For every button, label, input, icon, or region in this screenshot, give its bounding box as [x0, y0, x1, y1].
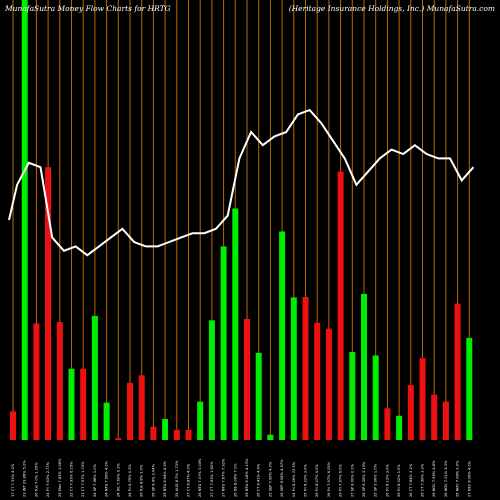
bar-up [396, 415, 403, 440]
bar-up [279, 231, 286, 440]
x-tick-label: 27 CT 8.87% 4.0% [187, 463, 191, 497]
x-tick-label: 24 Fri 7.63% 2.73% [46, 461, 50, 497]
bar-down [33, 323, 40, 440]
x-tick-label: 17 CT 7.33% 4.0% [11, 463, 15, 497]
bar-down [115, 438, 122, 440]
x-tick-label: 04 Fri 8.26% 72.5% [292, 461, 296, 497]
x-tick-label: 29 Fri 7.97% 6.0% [339, 464, 343, 497]
bar-down [454, 303, 461, 440]
x-tick-label: 26 NTU 7.07% 3.04% [198, 458, 202, 497]
bar-up [349, 352, 356, 440]
bar-up [267, 434, 274, 440]
x-tick-label: 26 Fri 7.97% 6.25% [327, 461, 331, 497]
bar-up [103, 402, 110, 440]
x-tick-label: 21 CT 7.97% 1.70% [81, 461, 85, 497]
x-tick-label: 25 NTU 8.18% 4.13% [245, 458, 249, 497]
bar-down [127, 382, 133, 440]
x-tick-label: 24 Fri 8.75% 0.3% [128, 464, 132, 497]
bar-down [419, 358, 426, 440]
x-tick-label: 22 CT 7.93% 6.25% [70, 461, 74, 497]
x-tick-label: 26 NOV 7.08% 2.0% [456, 460, 460, 497]
x-tick-label: 26 DE 8.06% 7.1% [233, 463, 237, 497]
bar-up [208, 320, 215, 440]
bar-down [314, 322, 321, 440]
bar-down [56, 322, 63, 440]
x-tick-label: 26 Tue 7.0% 1.05% [34, 462, 38, 497]
bar-up [162, 418, 169, 440]
x-tick-label: 25 Mon 7.83% 1.96% [58, 458, 62, 497]
x-tick-label: 27 NTU 7.67% 7.92% [222, 458, 226, 497]
x-tick-label: 24 NTU 7.99% 4.0% [105, 460, 109, 497]
x-tick-label: 26 CT 7.98% 3.0% [421, 463, 425, 497]
bar-up [361, 293, 367, 440]
bar-down [138, 375, 145, 440]
x-tick-label: 24 SP 7.98% 1.0% [93, 463, 97, 497]
bar-up [68, 368, 75, 440]
bar-up [255, 352, 262, 440]
x-tick-label: 26 SP 8.4% 2.04% [151, 463, 155, 497]
bar-down [337, 171, 344, 440]
bar-down [407, 385, 414, 440]
chart-bars [10, 0, 473, 440]
x-tick-label: 25 Fri 8.22% 3.0% [304, 464, 308, 497]
bar-down [185, 429, 192, 440]
x-tick-label: 26 Fri 8.32% 1.0% [397, 464, 401, 497]
bar-up [91, 315, 98, 440]
bar-down [325, 328, 332, 440]
x-tick-label: 23 JNT 29.86% 5.0% [23, 460, 27, 497]
bar-up [197, 401, 204, 440]
bar-down [173, 429, 180, 440]
x-tick-label: 24 DC 7.60% 0.1% [116, 463, 120, 497]
bar-down [302, 297, 309, 440]
x-tick-label: 25 AUG 8.7% 1.73% [175, 460, 179, 497]
x-tick-label: 26 CT 7.84% 2.2% [409, 463, 413, 497]
bar-up [232, 208, 239, 440]
x-tick-label: 27 CT 7.63% 1.60% [210, 461, 214, 497]
bar-down [10, 411, 16, 440]
x-tick-label: 26 NOV 7.01% 4.3% [444, 460, 448, 497]
chart-title-left: MunafaSutra Money Flow Charts for HRTG [4, 4, 171, 13]
x-tick-label: 26 SP 8.35% 3.19% [362, 461, 366, 497]
money-flow-line [8, 108, 475, 257]
x-tick-label: 26 Fri 8.07% 4.0% [315, 464, 319, 497]
x-tick-labels: 17 CT 7.33% 4.0% 23 JNT 29.86% 5.0% 26 Tue… [11, 458, 471, 497]
x-tick-label: 25 SEP 7.96% 4.0% [268, 461, 272, 497]
x-tick-label: 26 Tue 8.8% 2.0% [140, 464, 144, 497]
bar-down [442, 401, 449, 440]
chart-title-right: (Heritage Insurance Holdings, Inc.) Muna… [289, 4, 495, 13]
bar-down [431, 394, 438, 440]
x-tick-label: 27 DEC 8.06% 4.0% [467, 460, 471, 497]
bar-down [244, 319, 250, 440]
x-tick-label: 26 NOV 7.95% 4.6% [432, 460, 436, 497]
x-tick-label: 26 SEP 8.08% 4.97% [280, 459, 284, 497]
bar-up [290, 297, 297, 440]
x-tick-label: 26 Fri 8.13% 3.0% [385, 464, 389, 497]
bar-up [21, 0, 28, 440]
x-tick-label: 27 SP 8.00% 0.1% [350, 463, 354, 497]
x-tick-label: 25 SP 9.06% 1.0% [374, 463, 378, 497]
bar-up [220, 246, 227, 440]
bar-up [372, 355, 379, 440]
bar-down [384, 408, 391, 440]
x-tick-label: 26 NTU 8.94% 4.5% [163, 460, 167, 497]
x-tick-label: 26 CT 8.41% 4.6% [257, 463, 261, 497]
bar-down [80, 368, 87, 440]
bar-down [45, 167, 52, 440]
bar-down [150, 426, 157, 440]
bar-up [466, 337, 473, 440]
